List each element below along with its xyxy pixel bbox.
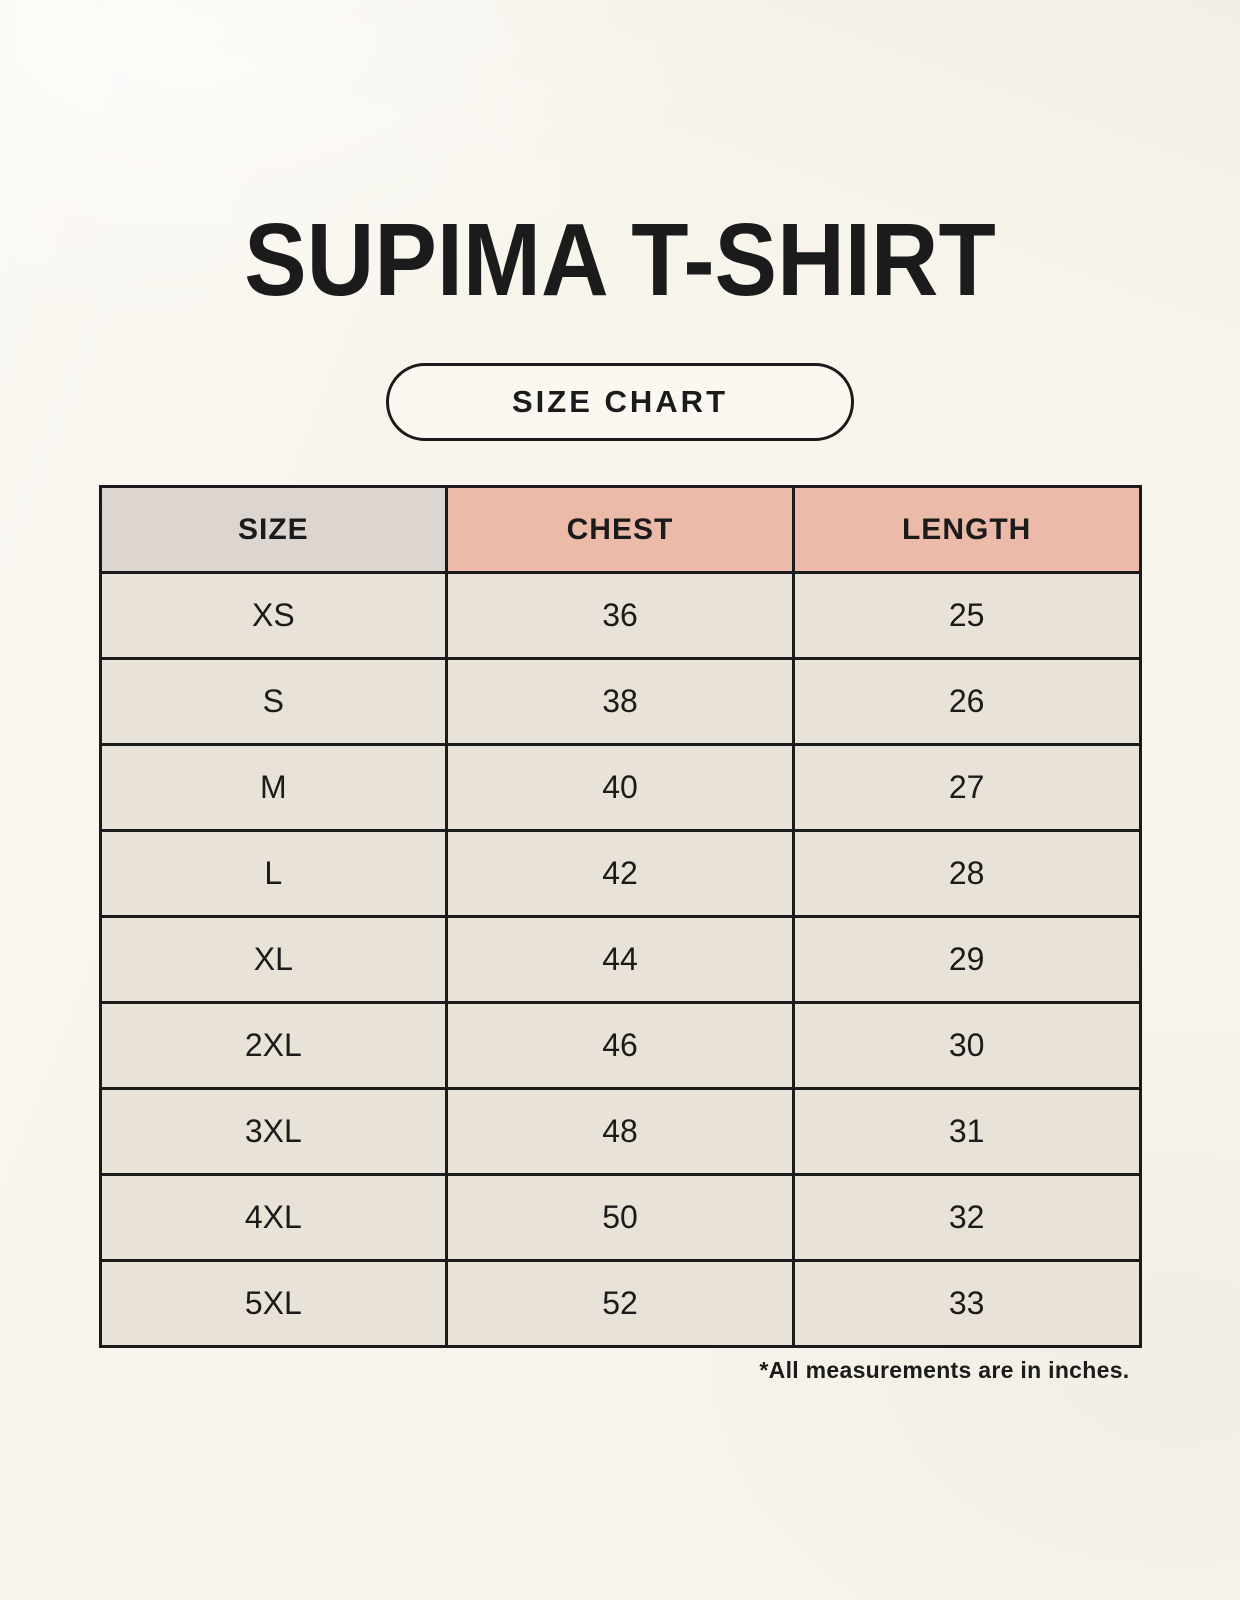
- column-header-chest: CHEST: [445, 485, 795, 574]
- length-cell: 25: [791, 571, 1142, 660]
- size-cell: 2XL: [98, 1001, 449, 1090]
- chest-cell: 46: [445, 1001, 795, 1090]
- table-row: L 42 28: [98, 829, 1142, 918]
- size-cell: S: [98, 657, 449, 746]
- size-cell: 5XL: [98, 1259, 449, 1348]
- table-row: M 40 27: [98, 743, 1142, 832]
- length-cell: 29: [791, 915, 1142, 1004]
- page-title: SUPIMA T-SHIRT: [244, 202, 996, 317]
- table-row: 4XL 50 32: [98, 1173, 1142, 1262]
- length-cell: 32: [791, 1173, 1142, 1262]
- size-chart-badge: SIZE CHART: [386, 363, 854, 441]
- size-chart-badge-label: SIZE CHART: [512, 384, 728, 419]
- size-chart-table-container: SIZE CHEST LENGTH XS 36 25 S 38 26 M: [98, 485, 1142, 1384]
- measurements-footnote: *All measurements are in inches.: [759, 1357, 1130, 1383]
- column-header-length: LENGTH: [791, 485, 1142, 574]
- chest-cell: 40: [445, 743, 795, 832]
- table-row: S 38 26: [98, 657, 1142, 746]
- table-row: XS 36 25: [98, 571, 1142, 660]
- table-row: XL 44 29: [98, 915, 1142, 1004]
- size-cell: L: [98, 829, 449, 918]
- chest-cell: 48: [445, 1087, 795, 1176]
- chest-cell: 42: [445, 829, 795, 918]
- size-cell: 4XL: [98, 1173, 449, 1262]
- size-cell: XL: [98, 915, 449, 1004]
- table-row: 5XL 52 33: [98, 1259, 1142, 1348]
- chest-cell: 38: [445, 657, 795, 746]
- table-row: 2XL 46 30: [98, 1001, 1142, 1090]
- size-cell: 3XL: [98, 1087, 449, 1176]
- chest-cell: 44: [445, 915, 795, 1004]
- column-header-size: SIZE: [98, 485, 449, 574]
- table-row: 3XL 48 31: [98, 1087, 1142, 1176]
- length-cell: 33: [791, 1259, 1142, 1348]
- length-cell: 28: [791, 829, 1142, 918]
- length-cell: 27: [791, 743, 1142, 832]
- size-cell: M: [98, 743, 449, 832]
- chest-cell: 36: [445, 571, 795, 660]
- length-cell: 31: [791, 1087, 1142, 1176]
- size-chart-table: SIZE CHEST LENGTH XS 36 25 S 38 26 M: [98, 485, 1142, 1348]
- chest-cell: 50: [445, 1173, 795, 1262]
- chest-cell: 52: [445, 1259, 795, 1348]
- table-header-row: SIZE CHEST LENGTH: [98, 485, 1142, 574]
- length-cell: 30: [791, 1001, 1142, 1090]
- size-cell: XS: [98, 571, 449, 660]
- length-cell: 26: [791, 657, 1142, 746]
